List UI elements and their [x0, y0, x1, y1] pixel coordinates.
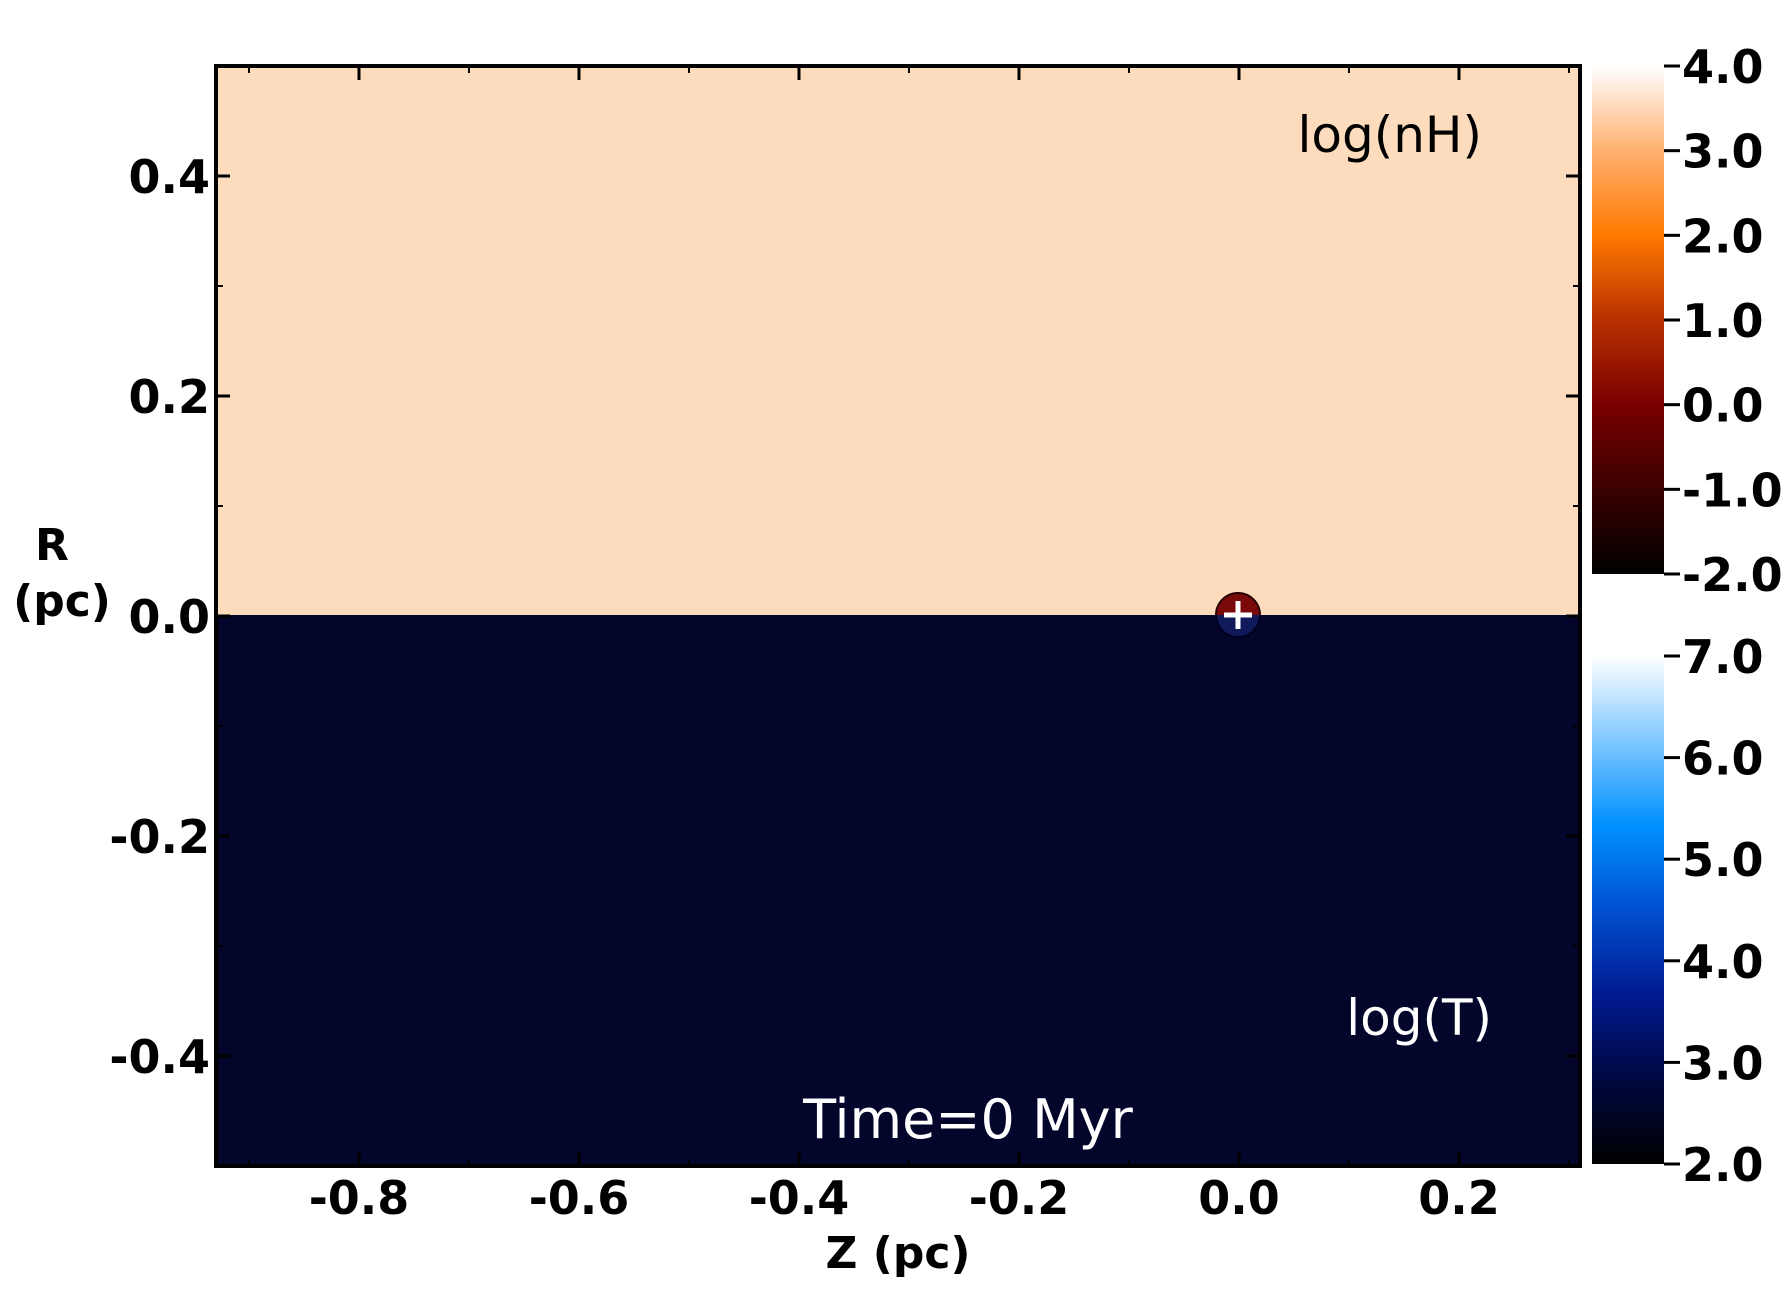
y-axis-label-line1: R: [35, 520, 69, 571]
x-tick-label: -0.8: [309, 1171, 410, 1225]
x-tick-label: 0.0: [1198, 1171, 1280, 1225]
x-tick-label: -0.2: [969, 1171, 1070, 1225]
x-tick-label: -0.4: [749, 1171, 850, 1225]
x-axis: -0.8 -0.6 -0.4 -0.2 0.0 0.2: [248, 66, 1570, 1225]
colorbar-tick-label: 0.0: [1682, 379, 1764, 433]
x-tick-label: 0.2: [1418, 1171, 1500, 1225]
colorbar-tick-label: 1.0: [1682, 294, 1764, 348]
y-tick-label: 0.4: [129, 150, 211, 204]
colorbar-tick-label: 7.0: [1682, 630, 1764, 684]
colorbar-tick-label: -1.0: [1682, 463, 1783, 517]
density-panel: [216, 66, 1580, 615]
temperature-colorbar: [1592, 656, 1664, 1164]
x-tick-label: -0.6: [529, 1171, 630, 1225]
colorbar-tick-label: 3.0: [1682, 1036, 1764, 1090]
colorbar-tick-label: 2.0: [1682, 1138, 1764, 1192]
y-tick-label: 0.0: [129, 590, 211, 644]
colorbar-tick-label: -2.0: [1682, 548, 1783, 602]
colorbar-tick-label: 4.0: [1682, 40, 1764, 94]
y-axis: 0.4 0.2 0.0 -0.2 -0.4: [109, 65, 1580, 1167]
source-marker-icon: [1215, 592, 1261, 638]
colorbar-tick-label: 6.0: [1682, 732, 1764, 786]
y-tick-label: 0.2: [129, 370, 211, 424]
x-axis-label: Z (pc): [825, 1228, 970, 1279]
colorbar-tick-label: 4.0: [1682, 935, 1764, 989]
colorbar-tick-label: 3.0: [1682, 125, 1764, 179]
colorbar-tick-label: 2.0: [1682, 209, 1764, 263]
temperature-panel: [216, 615, 1580, 1166]
y-tick-label: -0.2: [109, 810, 210, 864]
y-axis-label-line2: (pc): [13, 576, 111, 627]
temperature-panel-label: log(T): [1346, 989, 1492, 1047]
time-annotation: Time=0 Myr: [802, 1088, 1133, 1151]
colorbar-ticks: 4.0 3.0 2.0 1.0 0.0 -1.0 -2.0 7.0 6.0 5.0 4.0 3.0 2.…: [1664, 40, 1783, 1192]
y-tick-label: -0.4: [109, 1030, 210, 1084]
colorbar-tick-label: 5.0: [1682, 833, 1764, 887]
density-panel-label: log(nH): [1297, 106, 1482, 164]
density-colorbar: [1592, 66, 1664, 574]
